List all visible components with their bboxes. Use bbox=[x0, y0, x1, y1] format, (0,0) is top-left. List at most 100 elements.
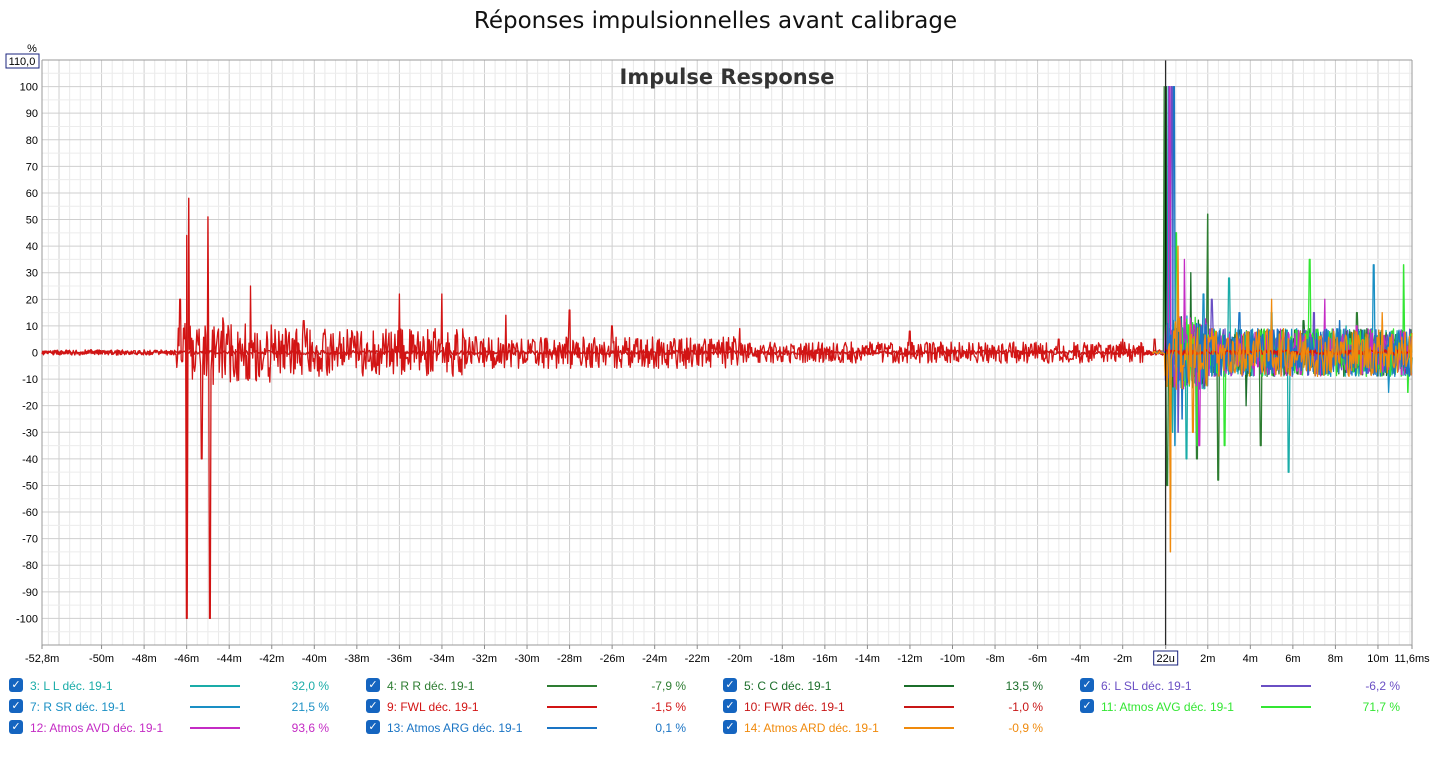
chart-title: Impulse Response bbox=[620, 65, 835, 89]
series-line-6 bbox=[41, 197, 1413, 620]
legend-value: 21,5 % bbox=[291, 700, 329, 714]
y-tick-label: 100 bbox=[20, 82, 38, 94]
y-tick-label: 40 bbox=[26, 241, 38, 253]
legend-value: -1,5 % bbox=[651, 700, 686, 714]
x-tick-label: -6m bbox=[1028, 653, 1047, 665]
legend-swatch bbox=[904, 727, 954, 729]
legend-swatch bbox=[190, 727, 240, 729]
legend-item[interactable]: ✓ 3: L L déc. 19-1 32,0 % bbox=[9, 676, 339, 696]
legend-value: 71,7 % bbox=[1362, 700, 1400, 714]
legend-label: 3: L L déc. 19-1 bbox=[30, 679, 113, 693]
y-tick-label: 20 bbox=[26, 294, 38, 306]
y-tick-label: -100 bbox=[16, 613, 38, 625]
series-line-11 bbox=[1151, 245, 1413, 553]
checkbox-checked-icon[interactable]: ✓ bbox=[1080, 678, 1094, 692]
checkbox-checked-icon[interactable]: ✓ bbox=[1080, 699, 1094, 713]
legend-label: 11: Atmos AVG déc. 19-1 bbox=[1101, 700, 1234, 714]
checkbox-checked-icon[interactable]: ✓ bbox=[723, 720, 737, 734]
y-tick-label: -70 bbox=[22, 534, 38, 546]
legend-item[interactable]: ✓ 7: R SR déc. 19-1 21,5 % bbox=[9, 697, 339, 717]
legend-value: -6,2 % bbox=[1365, 679, 1400, 693]
legend-label: 4: R R déc. 19-1 bbox=[387, 679, 475, 693]
x-tick-label: -24m bbox=[642, 653, 667, 665]
legend-item[interactable]: ✓ 13: Atmos ARG déc. 19-1 0,1 % bbox=[366, 718, 696, 738]
checkbox-checked-icon[interactable]: ✓ bbox=[366, 699, 380, 713]
x-tick-label: 22u bbox=[1157, 653, 1175, 665]
legend-swatch bbox=[547, 727, 597, 729]
x-tick-label: -42m bbox=[259, 653, 284, 665]
legend-item[interactable]: ✓ 5: C C déc. 19-1 13,5 % bbox=[723, 676, 1053, 696]
axis-layer: 1009080706050403020100-10-20-30-40-50-60… bbox=[16, 82, 1430, 666]
x-tick-label: 11,6ms bbox=[1394, 653, 1430, 665]
x-tick-label: 10m bbox=[1367, 653, 1388, 665]
y-tick-label: -10 bbox=[22, 374, 38, 386]
y-tick-label: 90 bbox=[26, 108, 38, 120]
y-top-box bbox=[5, 53, 40, 69]
y-top-value: 110,0 bbox=[9, 56, 36, 68]
legend-swatch bbox=[904, 706, 954, 708]
y-tick-label: -30 bbox=[22, 427, 38, 439]
x-tick-label: -48m bbox=[132, 653, 157, 665]
legend-item[interactable]: ✓ 4: R R déc. 19-1 -7,9 % bbox=[366, 676, 696, 696]
checkbox-checked-icon[interactable]: ✓ bbox=[9, 678, 23, 692]
checkbox-checked-icon[interactable]: ✓ bbox=[9, 699, 23, 713]
legend-item[interactable]: ✓ 11: Atmos AVG déc. 19-1 71,7 % bbox=[1080, 697, 1410, 717]
legend-swatch bbox=[190, 685, 240, 687]
x-tick-label: 2m bbox=[1200, 653, 1215, 665]
legend-swatch bbox=[190, 706, 240, 708]
y-tick-label: -20 bbox=[22, 401, 38, 413]
y-tick-label: 30 bbox=[26, 268, 38, 280]
checkbox-checked-icon[interactable]: ✓ bbox=[366, 678, 380, 692]
y-tick-label: 70 bbox=[26, 161, 38, 173]
checkbox-checked-icon[interactable]: ✓ bbox=[723, 699, 737, 713]
y-tick-label: 80 bbox=[26, 135, 38, 147]
x-tick-label: -14m bbox=[855, 653, 880, 665]
legend-value: -1,0 % bbox=[1008, 700, 1043, 714]
checkbox-checked-icon[interactable]: ✓ bbox=[366, 720, 380, 734]
checkbox-checked-icon[interactable]: ✓ bbox=[723, 678, 737, 692]
x-tick-label: -46m bbox=[174, 653, 199, 665]
legend-item[interactable]: ✓ 14: Atmos ARD déc. 19-1 -0,9 % bbox=[723, 718, 1053, 738]
legend-item[interactable]: ✓ 12: Atmos AVD déc. 19-1 93,6 % bbox=[9, 718, 339, 738]
x-tick-label: -28m bbox=[557, 653, 582, 665]
legend-swatch bbox=[547, 706, 597, 708]
legend-label: 13: Atmos ARG déc. 19-1 bbox=[387, 721, 523, 735]
legend-label: 5: C C déc. 19-1 bbox=[744, 679, 832, 693]
legend-swatch bbox=[1261, 706, 1311, 708]
data-layer bbox=[41, 60, 1413, 645]
legend-item[interactable]: ✓ 6: L SL déc. 19-1 -6,2 % bbox=[1080, 676, 1410, 696]
x-tick-label: -40m bbox=[302, 653, 327, 665]
x-tick-label: -32m bbox=[472, 653, 497, 665]
x-tick-label: -52,8m bbox=[25, 653, 59, 665]
y-tick-label: -40 bbox=[22, 454, 38, 466]
x-tick-label: -18m bbox=[770, 653, 795, 665]
legend-value: 13,5 % bbox=[1005, 679, 1043, 693]
legend-value: -7,9 % bbox=[651, 679, 686, 693]
x-tick-label: -34m bbox=[429, 653, 454, 665]
y-tick-label: 60 bbox=[26, 188, 38, 200]
impulse-response-chart[interactable]: 1009080706050403020100-10-20-30-40-50-60… bbox=[0, 0, 1431, 680]
legend-value: 0,1 % bbox=[655, 721, 686, 735]
x-tick-label: -8m bbox=[986, 653, 1005, 665]
x-tick-label: -2m bbox=[1113, 653, 1132, 665]
y-tick-label: -50 bbox=[22, 480, 38, 492]
y-tick-label: 50 bbox=[26, 215, 38, 227]
y-tick-label: -80 bbox=[22, 560, 38, 572]
x-tick-label: -20m bbox=[727, 653, 752, 665]
x-tick-label: -12m bbox=[897, 653, 922, 665]
legend-label: 10: FWR déc. 19-1 bbox=[744, 700, 845, 714]
legend-item[interactable]: ✓ 9: FWL déc. 19-1 -1,5 % bbox=[366, 697, 696, 717]
legend-label: 9: FWL déc. 19-1 bbox=[387, 700, 479, 714]
y-tick-label: -60 bbox=[22, 507, 38, 519]
y-tick-label: 0 bbox=[32, 348, 38, 360]
y-tick-label: -90 bbox=[22, 587, 38, 599]
legend-label: 12: Atmos AVD déc. 19-1 bbox=[30, 721, 164, 735]
legend-label: 14: Atmos ARD déc. 19-1 bbox=[744, 721, 879, 735]
legend-item[interactable]: ✓ 10: FWR déc. 19-1 -1,0 % bbox=[723, 697, 1053, 717]
legend-label: 6: L SL déc. 19-1 bbox=[1101, 679, 1192, 693]
checkbox-checked-icon[interactable]: ✓ bbox=[9, 720, 23, 734]
x-tick-label: 4m bbox=[1243, 653, 1258, 665]
y-axis-unit-label: % bbox=[27, 43, 37, 55]
legend-swatch bbox=[547, 685, 597, 687]
legend-label: 7: R SR déc. 19-1 bbox=[30, 700, 126, 714]
